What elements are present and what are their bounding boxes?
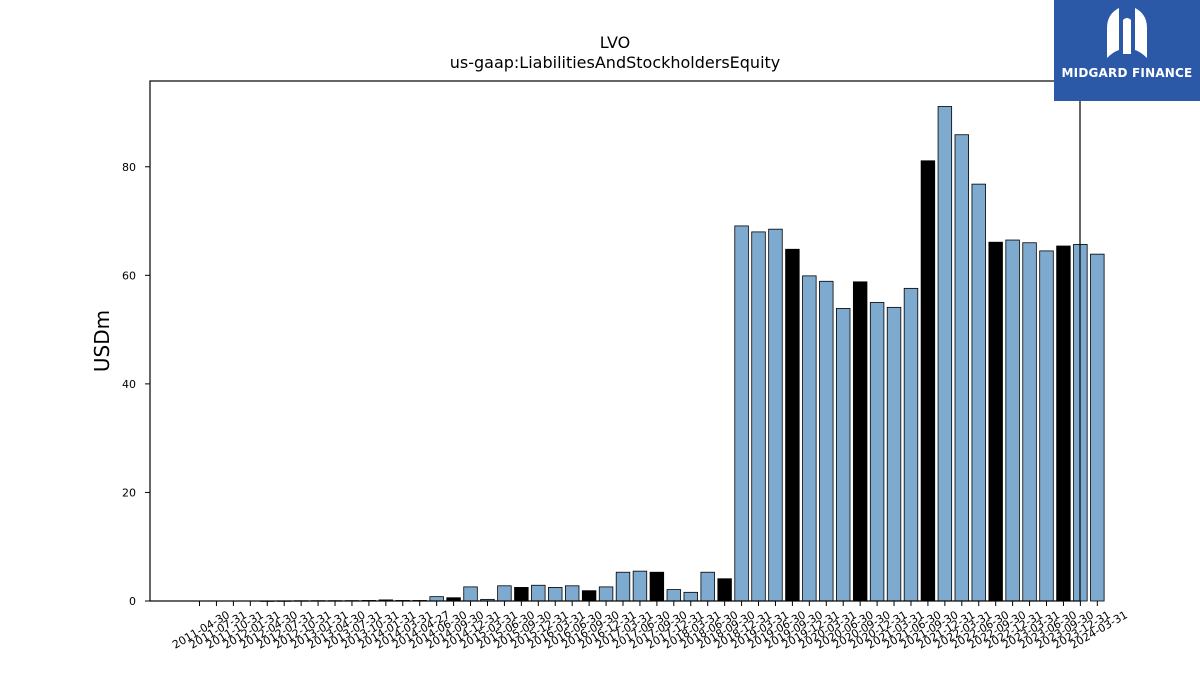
bar-2019-03-31 bbox=[751, 231, 766, 602]
bar-2015-09-30 bbox=[514, 587, 529, 602]
bar-2016-03-31 bbox=[548, 587, 563, 602]
bar-2017-06-30 bbox=[632, 570, 648, 602]
bar-2015-06-30 bbox=[497, 585, 512, 602]
logo-text: MIDGARD FINANCE bbox=[1061, 66, 1193, 80]
bar-2022-12-31 bbox=[1005, 239, 1020, 602]
bar-2023-09-30 bbox=[1056, 245, 1071, 602]
bar-2021-09-30 bbox=[920, 160, 936, 602]
bar-2020-06-30 bbox=[836, 308, 851, 602]
bar-2023-03-31 bbox=[1022, 242, 1037, 602]
bar-2020-03-31 bbox=[819, 280, 834, 602]
bar-2022-03-31 bbox=[954, 134, 970, 602]
bar-2024-03-31 bbox=[1090, 253, 1105, 602]
bar-2018-12-31 bbox=[734, 225, 749, 602]
midgard-finance-logo: MIDGARD FINANCE bbox=[1054, 0, 1200, 101]
midgard-logo-icon bbox=[1107, 8, 1147, 58]
chart-subtitle: us-gaap:LiabilitiesAndStockholdersEquity bbox=[449, 53, 781, 72]
y-tick-label: 0 bbox=[129, 595, 136, 608]
y-tick-label: 80 bbox=[122, 161, 136, 174]
bar-2015-12-31 bbox=[531, 584, 546, 602]
bar-2016-12-31 bbox=[598, 586, 614, 602]
bar-2020-12-31 bbox=[869, 302, 885, 602]
bars-group bbox=[260, 106, 1105, 602]
bar-2021-12-31 bbox=[937, 106, 953, 602]
bar-2021-03-31 bbox=[886, 306, 902, 602]
y-tick-label: 20 bbox=[122, 486, 136, 499]
y-tick-label: 40 bbox=[122, 378, 136, 391]
bar-2018-06-30 bbox=[700, 571, 715, 602]
bar-2019-12-31 bbox=[802, 275, 817, 602]
y-axis-label: USDm bbox=[90, 310, 114, 372]
y-tick-label: 60 bbox=[122, 269, 136, 282]
bar-2018-03-31 bbox=[683, 591, 698, 602]
bar-2017-09-30 bbox=[649, 571, 665, 602]
bar-2018-09-30 bbox=[717, 578, 732, 602]
bar-2020-09-30 bbox=[852, 281, 868, 602]
bar-2023-06-30 bbox=[1039, 250, 1054, 602]
bar-2022-06-30 bbox=[971, 183, 986, 602]
plot-frame bbox=[149, 80, 1081, 602]
chart-title: LVO bbox=[599, 33, 631, 52]
bar-2017-03-31 bbox=[615, 571, 631, 602]
bar-2014-12-31 bbox=[463, 586, 478, 602]
bar-2014-06-30 bbox=[429, 596, 444, 602]
bar-2016-09-30 bbox=[581, 590, 597, 602]
bar-2019-09-30 bbox=[785, 248, 800, 602]
bar-2019-06-30 bbox=[768, 228, 783, 602]
bar-2022-09-30 bbox=[988, 241, 1003, 602]
bar-2017-12-31 bbox=[666, 589, 682, 602]
bar-2021-06-30 bbox=[903, 287, 919, 602]
bar-2016-06-30 bbox=[564, 585, 580, 602]
